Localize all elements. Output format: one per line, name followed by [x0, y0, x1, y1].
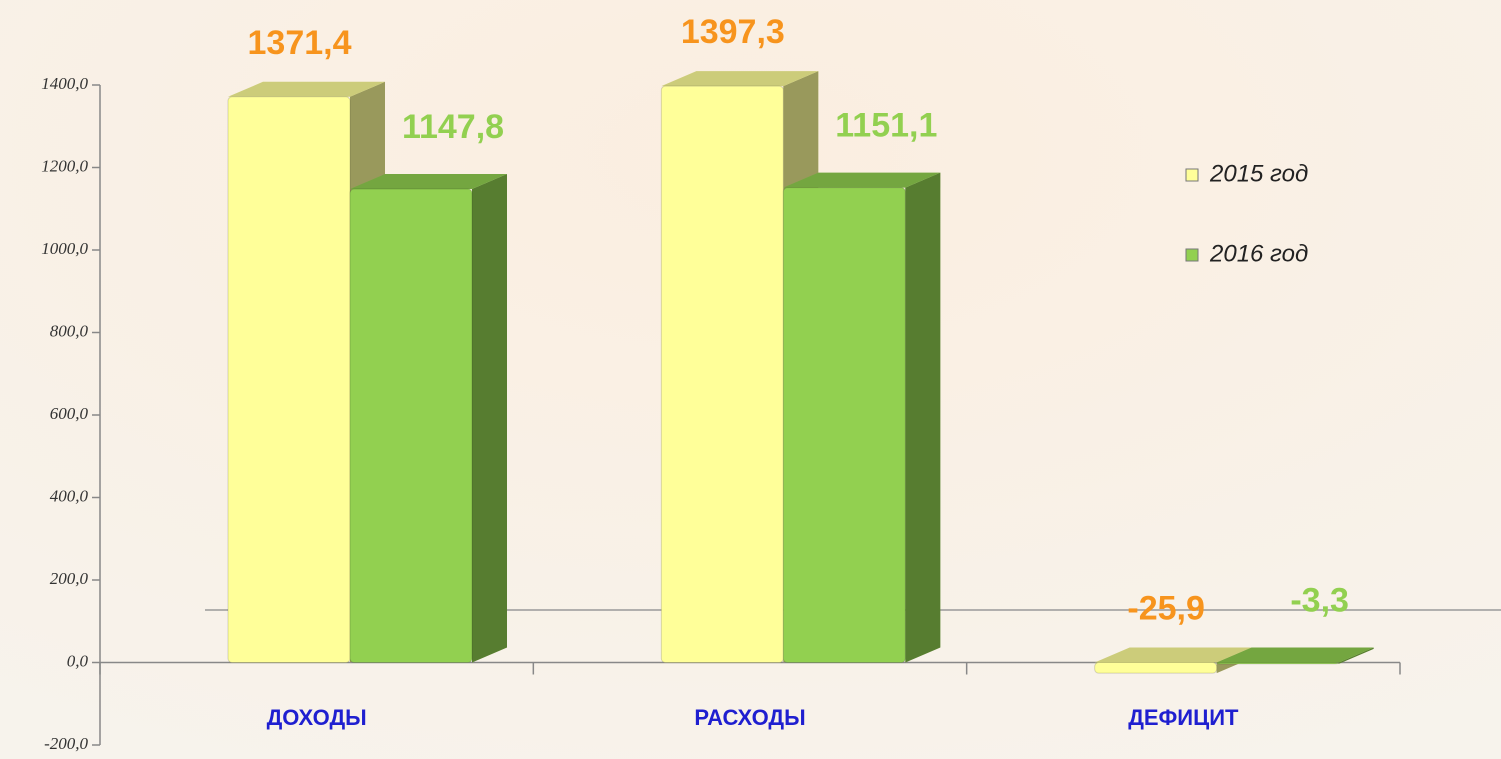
bar — [1216, 662, 1340, 665]
bar-shade — [1216, 647, 1374, 663]
bar-shade — [472, 174, 507, 663]
y-tick-label: 400,0 — [50, 486, 89, 505]
bar-top — [350, 174, 507, 190]
bar-shade — [1094, 647, 1252, 663]
bar-shade — [905, 172, 941, 663]
value-label: -25,9 — [1127, 589, 1205, 627]
value-label: -3,3 — [1290, 581, 1349, 619]
y-tick-label: -200,0 — [44, 734, 88, 753]
x-tick-label: ДОХОДЫ — [267, 705, 367, 730]
bar-shade — [661, 71, 819, 87]
y-tick-label: 1200,0 — [41, 156, 88, 175]
x-tick-label: РАСХОДЫ — [694, 705, 805, 730]
y-tick-label: 1000,0 — [41, 239, 88, 258]
bar-top — [1094, 647, 1252, 663]
bar — [227, 96, 351, 664]
legend-swatch — [1185, 248, 1199, 262]
bar-shade — [228, 81, 385, 97]
value-label: 1371,4 — [248, 24, 352, 62]
bar — [660, 85, 784, 663]
bar-side — [472, 174, 507, 663]
value-label: 1397,3 — [681, 13, 785, 51]
bar-shade — [783, 172, 941, 188]
bar-top — [1216, 647, 1374, 663]
bar-shade — [350, 174, 507, 190]
bar-top — [783, 172, 941, 188]
y-tick-label: 800,0 — [50, 321, 89, 340]
bar-top — [228, 81, 385, 97]
y-tick-label: 1400,0 — [41, 74, 88, 93]
bar-shade — [1338, 647, 1374, 664]
legend-label: 2016 год — [1209, 240, 1308, 267]
legend-label: 2015 год — [1209, 160, 1308, 187]
value-label: 1147,8 — [402, 108, 504, 146]
bar-side — [905, 172, 941, 663]
bar — [782, 187, 906, 663]
bar — [349, 188, 473, 663]
bar — [1094, 662, 1218, 674]
y-tick-label: 600,0 — [50, 404, 89, 423]
y-tick-label: 0,0 — [67, 651, 89, 670]
bar-top — [661, 71, 819, 87]
legend-swatch — [1185, 168, 1199, 182]
x-tick-label: ДЕФИЦИТ — [1128, 705, 1239, 730]
bar-side — [1338, 647, 1374, 664]
y-tick-label: 200,0 — [50, 569, 89, 588]
value-label: 1151,1 — [835, 107, 937, 145]
